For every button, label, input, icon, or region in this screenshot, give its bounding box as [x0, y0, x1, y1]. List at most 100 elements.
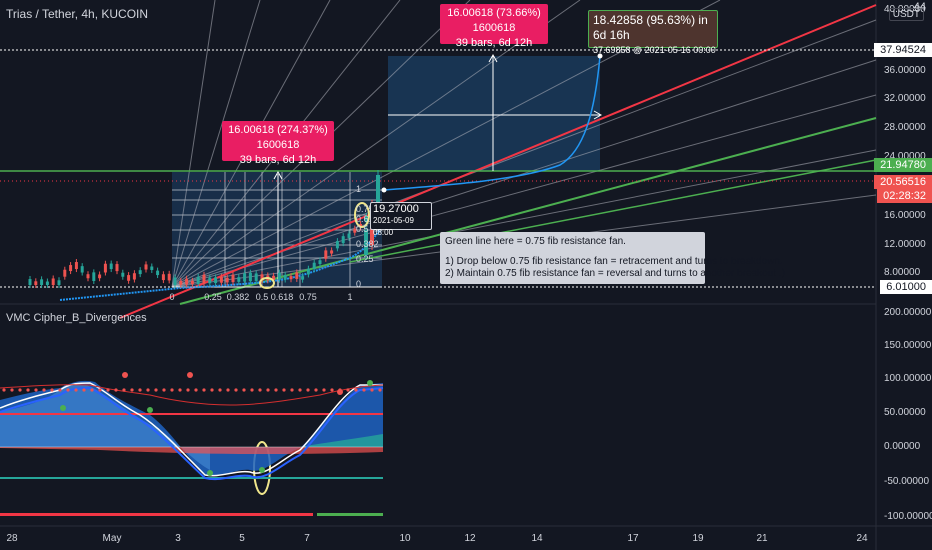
highlight-ellipse-1 — [259, 277, 275, 289]
indicator-axis-label: -100.00000 — [884, 511, 932, 522]
price-tag-bottom-dotted: 6.01000 — [880, 280, 932, 294]
candle-body — [289, 276, 293, 280]
signal-dot — [162, 388, 166, 392]
fib-right-label: 0.75 — [356, 204, 374, 214]
signal-dot — [34, 388, 38, 392]
signal-dot — [218, 388, 222, 392]
candle-body — [341, 236, 345, 244]
candle-body — [318, 260, 322, 264]
candle-body — [330, 250, 334, 254]
candle-body — [86, 274, 90, 279]
fib-right-label: 0 — [356, 279, 361, 289]
candle-body — [196, 276, 200, 284]
signal-dot — [146, 388, 150, 392]
candle-body — [179, 280, 183, 285]
candle-body — [185, 278, 189, 285]
fib-right-label: 1 — [356, 184, 361, 194]
divergence-dot — [259, 467, 265, 473]
fib-right-label: 0.25 — [356, 254, 374, 264]
signal-dot — [18, 388, 22, 392]
divergence-dot — [337, 389, 343, 395]
candle-body — [219, 276, 223, 283]
signal-dot — [298, 388, 302, 392]
candle-body — [254, 273, 258, 281]
signal-dot — [122, 388, 126, 392]
candle-body — [277, 272, 281, 280]
candle-body — [156, 270, 160, 276]
wave-line-2 — [0, 386, 384, 481]
divergence-dot — [207, 470, 213, 476]
signal-dot — [66, 388, 70, 392]
time-axis-label: 5 — [239, 533, 245, 544]
candle-body — [138, 270, 142, 275]
indicator-axis-label: 200.00000 — [884, 307, 932, 318]
wave-area-light — [0, 383, 210, 470]
candle-body — [283, 274, 287, 280]
candle-body — [34, 281, 38, 285]
fib-labels: 0 0.25 0.382 0.5 0.618 0.75 110.750.6180.50.38… — [169, 184, 378, 302]
candle-body — [127, 275, 131, 281]
note-line2: 1) Drop below 0.75 fib resistance fan = … — [445, 256, 783, 267]
candle-body — [190, 280, 194, 285]
fib-right-label: 0.5 — [356, 224, 369, 234]
rsi-line — [0, 384, 384, 406]
candle-body — [98, 274, 102, 279]
indicator-axis-label: 50.00000 — [884, 407, 926, 418]
indicator-axis[interactable]: 200.00000 150.00000 100.00000 50.00000 0.000… — [884, 307, 932, 522]
signal-dot — [314, 388, 318, 392]
fib-label: 0.618 — [271, 292, 294, 302]
candle-body — [248, 272, 252, 282]
signal-dot — [114, 388, 118, 392]
signal-dot — [194, 388, 198, 392]
candle-body — [347, 233, 351, 238]
price-tag-countdown: 02:28:32 — [877, 189, 932, 203]
signal-dot — [250, 388, 254, 392]
point-price: 19.27000 — [373, 203, 419, 215]
price-axis-label: 36.00000 — [884, 65, 926, 76]
candle-body — [225, 277, 229, 283]
signal-dot — [82, 388, 86, 392]
candle-body — [202, 274, 206, 284]
price-axis-label: 12.00000 — [884, 239, 926, 250]
candle-body — [312, 262, 316, 270]
fib-label: 0.75 — [299, 292, 317, 302]
price-axis-label: 40.00000 — [884, 4, 926, 15]
candle-body — [364, 216, 368, 223]
price-axis[interactable]: 40.00000 36.00000 32.00000 28.00000 24.00000… — [884, 4, 926, 278]
price-axis-label: 8.00000 — [884, 267, 921, 278]
indicator-axis-label: -50.00000 — [884, 476, 929, 487]
candle-body — [161, 274, 165, 281]
candle-body — [208, 277, 212, 284]
measure-label-right: 16.00618 (73.66%) 1600618 39 bars, 6d 12… — [440, 4, 548, 49]
indicator-title[interactable]: VMC Cipher_B_Divergences — [6, 312, 147, 324]
fib-right-label: 0.618 — [356, 214, 379, 224]
signal-dot — [90, 388, 94, 392]
price-axis-label: 28.00000 — [884, 122, 926, 133]
signal-dot — [266, 388, 270, 392]
signal-dot — [26, 388, 30, 392]
candle-body — [353, 228, 357, 233]
annotation-note[interactable]: Green line here = 0.75 fib resistance fa… — [440, 232, 785, 284]
symbol-title[interactable]: Trias / Tether, 4h, KUCOIN — [6, 7, 149, 21]
signal-dot — [378, 388, 382, 392]
divergence-dot — [147, 407, 153, 413]
time-axis-label: 10 — [399, 533, 411, 544]
signal-dot — [42, 388, 46, 392]
measure-box-right — [388, 56, 600, 171]
candle-body — [45, 281, 49, 285]
signal-dot — [290, 388, 294, 392]
time-axis[interactable]: 28 May 3 5 7 10 12 14 17 19 21 24 — [6, 533, 868, 544]
divergence-dot — [60, 405, 66, 411]
candle-body — [103, 263, 107, 273]
indicator-pane — [0, 372, 384, 516]
price-tag-last: 20.56516 — [874, 175, 932, 189]
signal-dot — [258, 388, 262, 392]
measure-label-left: 16.00618 (274.37%) 1600618 39 bars, 6d 1… — [222, 121, 334, 166]
signal-dot — [2, 388, 6, 392]
candle-body — [144, 264, 148, 270]
candle-body — [109, 263, 113, 270]
divergence-dot — [187, 372, 193, 378]
currency-button[interactable]: USDT — [888, 8, 924, 21]
fib-label: 1 — [347, 292, 352, 302]
